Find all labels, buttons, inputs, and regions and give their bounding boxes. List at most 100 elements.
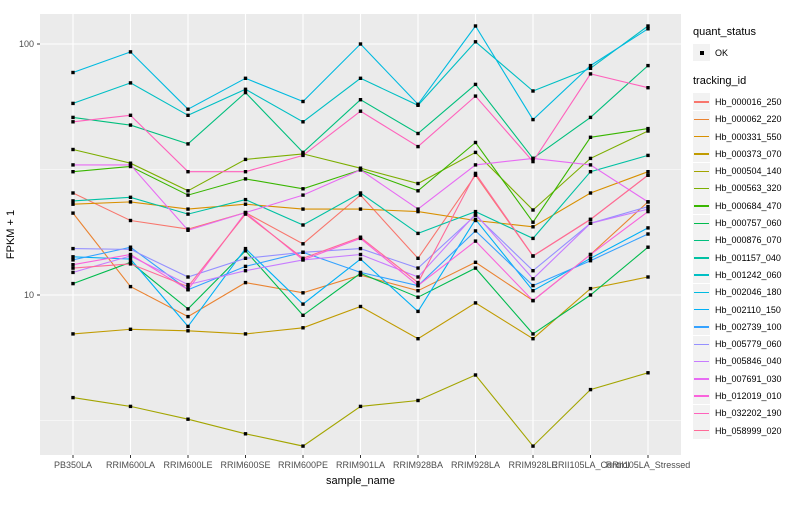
series-color-line-icon <box>694 239 709 242</box>
legend-item-Hb_000684_470: Hb_000684_470 <box>693 197 799 215</box>
data-point <box>473 140 478 145</box>
data-point <box>186 142 190 146</box>
data-point <box>243 157 248 162</box>
data-point <box>646 173 650 177</box>
data-point <box>358 207 363 211</box>
series-color-line-icon <box>694 153 709 155</box>
data-point <box>416 189 420 193</box>
data-point <box>473 301 478 305</box>
data-point <box>416 207 420 211</box>
data-point <box>128 123 133 127</box>
data-point <box>243 87 248 91</box>
legend-key-box <box>693 249 710 267</box>
legend-item-label: Hb_002046_180 <box>715 287 782 298</box>
legend-key-box <box>693 370 710 388</box>
data-point <box>358 235 363 239</box>
data-point <box>243 249 248 253</box>
legend-key-box <box>693 283 710 301</box>
data-point <box>416 280 420 285</box>
legend-key-box <box>693 231 710 249</box>
data-point <box>71 263 75 267</box>
data-point <box>646 27 650 31</box>
data-point <box>646 204 650 209</box>
data-point <box>186 288 190 292</box>
data-point <box>531 289 535 293</box>
data-point <box>531 277 535 281</box>
data-point <box>128 284 133 289</box>
data-point <box>301 193 305 197</box>
series-color-line-icon <box>694 136 709 138</box>
legend-key-box <box>693 179 710 197</box>
y-tick-label: 10 <box>24 290 34 300</box>
data-point <box>473 212 478 216</box>
series-color-line-icon <box>694 187 709 190</box>
data-point <box>531 89 535 93</box>
series-color-line-icon <box>694 101 709 103</box>
data-point <box>416 309 420 314</box>
data-point <box>71 191 75 195</box>
x-tick-label: RRIM928LA <box>451 460 500 470</box>
data-point <box>473 94 478 98</box>
legend-item-Hb_000062_220: Hb_000062_220 <box>693 110 799 128</box>
data-point <box>186 314 190 319</box>
data-point <box>646 153 650 158</box>
data-point <box>473 171 478 176</box>
data-point <box>416 337 420 341</box>
data-point <box>128 247 133 252</box>
legend-item-label: Hb_000504_140 <box>715 166 782 177</box>
legend-item-Hb_000876_070: Hb_000876_070 <box>693 231 799 249</box>
data-point <box>646 86 650 90</box>
data-point <box>416 181 420 186</box>
data-point <box>473 229 478 233</box>
data-point <box>71 101 75 106</box>
data-point <box>646 126 650 131</box>
data-point <box>128 218 133 223</box>
legend-quant-status-title: quant_status <box>693 26 756 38</box>
data-point <box>531 337 535 341</box>
legend-key-box <box>693 162 710 180</box>
data-point <box>186 282 190 287</box>
data-point <box>531 254 535 258</box>
data-point <box>588 286 593 291</box>
data-point <box>416 209 420 214</box>
data-point <box>243 197 248 202</box>
data-point <box>301 256 305 260</box>
data-point <box>416 398 420 403</box>
legend-item-label: Hb_000757_060 <box>715 218 782 229</box>
data-point <box>358 98 363 102</box>
data-point <box>186 193 190 197</box>
legend-key-box <box>693 128 710 146</box>
data-point <box>416 275 420 279</box>
data-point <box>71 163 75 167</box>
legend-item-label: Hb_000563_320 <box>715 183 782 194</box>
data-point <box>473 217 478 222</box>
data-point <box>473 373 478 377</box>
data-point <box>416 231 420 236</box>
legend-item-Hb_000373_070: Hb_000373_070 <box>693 145 799 163</box>
series-color-line-icon <box>694 395 709 397</box>
legend-item-Hb_000757_060: Hb_000757_060 <box>693 214 799 232</box>
data-point <box>416 256 420 260</box>
data-point <box>71 258 75 262</box>
legend-item-label: Hb_005846_040 <box>715 356 782 367</box>
data-point <box>588 115 593 120</box>
data-point <box>358 76 363 80</box>
data-point <box>301 291 305 295</box>
data-point <box>71 147 75 152</box>
legend-tracking-id-title: tracking_id <box>693 75 747 88</box>
data-point <box>71 199 75 203</box>
series-color-line-icon <box>694 205 709 207</box>
data-point <box>531 298 535 303</box>
series-color-line-icon <box>694 412 709 415</box>
data-point <box>243 432 248 436</box>
data-point <box>531 159 535 164</box>
data-point <box>588 66 593 70</box>
data-point <box>243 212 248 216</box>
data-point <box>588 163 593 167</box>
y-axis-title: FPKM + 1 <box>5 210 17 259</box>
data-point <box>243 269 248 273</box>
data-point <box>128 257 133 261</box>
legend-tracking-items: Hb_000016_250 Hb_000062_220 Hb_000331_550 H… <box>693 93 799 440</box>
series-color-line-icon <box>694 274 709 276</box>
data-point <box>358 246 363 251</box>
